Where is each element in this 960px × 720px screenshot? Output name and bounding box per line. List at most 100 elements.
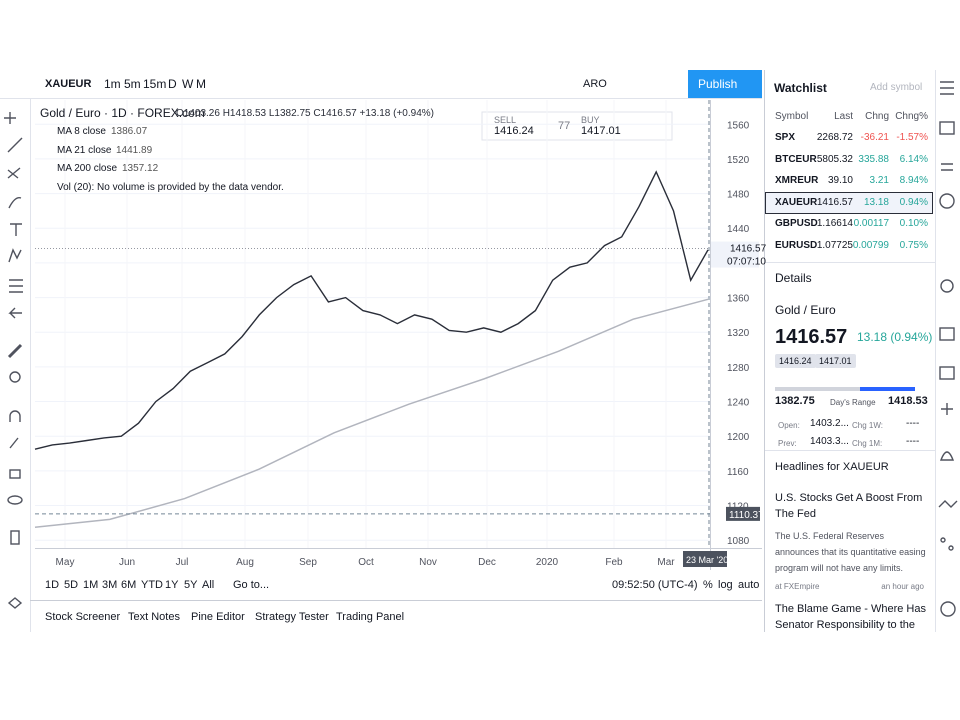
symbol-cell[interactable]: SPX — [775, 132, 796, 143]
y-tick-label: 1160 — [727, 467, 749, 478]
value-cell: 0.10% — [899, 218, 928, 229]
icon[interactable] — [9, 410, 21, 422]
x-tick-label: 2020 — [536, 557, 559, 568]
publish-label[interactable]: Publish — [698, 77, 738, 91]
value-cell: 0.00117 — [853, 218, 889, 229]
goto[interactable]: Go to... — [233, 579, 270, 591]
symbol-cell[interactable]: XMREUR — [775, 175, 819, 186]
icon[interactable] — [939, 327, 955, 341]
x-tick-label: Jun — [119, 557, 135, 568]
x-tick-label: Jul — [176, 557, 189, 568]
icon[interactable] — [938, 500, 958, 508]
icon[interactable] — [941, 403, 953, 415]
headlines-title: Headlines for XAUEUR — [775, 461, 889, 473]
bottom-tab[interactable]: Text Notes — [128, 611, 180, 623]
bid-chip: 1416.24 — [775, 354, 816, 368]
symbol-cell[interactable]: BTCEUR — [775, 153, 817, 165]
bottom-tab[interactable]: Strategy Tester — [255, 611, 329, 623]
x-tick-label: Mar — [657, 557, 675, 568]
y-tick-label: 1560 — [727, 120, 750, 131]
sell-price[interactable]: 1416.24 — [494, 125, 534, 137]
alert-name[interactable]: ARO — [583, 78, 607, 90]
symbol[interactable]: XAUEUR — [45, 78, 92, 90]
symbol-cell[interactable]: EURUSD — [775, 239, 818, 251]
headline-title[interactable]: U.S. Stocks Get A Boost From The Fed — [775, 492, 923, 520]
icon[interactable] — [7, 495, 23, 505]
publish-button[interactable] — [688, 70, 762, 98]
scale-option[interactable]: auto — [738, 579, 760, 591]
icon[interactable] — [940, 537, 946, 543]
icon[interactable] — [939, 451, 955, 461]
value-cell: 2268.72 — [816, 132, 853, 143]
symbol-cell[interactable]: GBPUSD — [775, 218, 818, 229]
chg1m-value: ---- — [906, 436, 920, 447]
icon[interactable] — [940, 81, 954, 95]
value-cell: -1.57% — [896, 132, 928, 143]
icon[interactable] — [7, 137, 23, 153]
range-bar — [775, 387, 915, 391]
icon[interactable] — [8, 248, 22, 263]
value-cell: -36.21 — [860, 132, 889, 143]
buy-label: BUY — [581, 115, 600, 125]
column-header: Chng% — [895, 111, 928, 122]
range-button[interactable]: YTD — [141, 579, 163, 591]
interval[interactable]: 5m — [124, 77, 141, 91]
x-tick-label: Dec — [478, 557, 496, 568]
clock: 09:52:50 (UTC-4) — [612, 579, 698, 591]
study-value: 1357.12 — [122, 163, 159, 174]
range-button[interactable]: 6M — [121, 579, 137, 591]
icon[interactable] — [9, 279, 23, 293]
buy-price[interactable]: 1417.01 — [581, 125, 621, 137]
interval[interactable]: 1m — [104, 77, 121, 91]
chg1w-value: ---- — [906, 418, 920, 429]
interval[interactable]: D — [168, 77, 177, 91]
range-button[interactable]: 3M — [102, 579, 118, 591]
interval[interactable]: W — [182, 77, 194, 91]
scale-option[interactable]: % — [703, 579, 713, 591]
value-cell: 1416.57 — [816, 196, 853, 208]
last-price-label: 1416.57 — [730, 244, 767, 255]
icon[interactable] — [9, 371, 21, 383]
icon[interactable] — [939, 193, 955, 209]
icon[interactable] — [7, 167, 21, 179]
icon[interactable] — [10, 223, 22, 236]
range-label: Day's Range — [830, 398, 876, 407]
icon[interactable] — [8, 197, 22, 209]
x-tick-label: May — [56, 557, 75, 568]
details-title: Details — [775, 271, 812, 285]
range-button[interactable]: 5Y — [184, 579, 198, 591]
study-name: MA 200 close — [57, 163, 118, 174]
selected-row[interactable] — [765, 192, 933, 214]
study-name: MA 21 close — [57, 144, 112, 156]
value-cell: 13.18 — [863, 196, 889, 208]
icon[interactable] — [940, 279, 954, 293]
icon[interactable] — [940, 601, 956, 617]
icon[interactable] — [939, 366, 955, 380]
value-cell: 0.00799 — [852, 239, 889, 251]
icon[interactable] — [7, 343, 23, 359]
range-button[interactable]: 1D — [45, 579, 60, 591]
scale-option[interactable]: log — [718, 579, 733, 591]
bottom-tab[interactable]: Pine Editor — [191, 611, 245, 623]
symbol-cell[interactable]: XAUEUR — [775, 196, 818, 208]
range-button[interactable]: 5D — [64, 579, 79, 591]
icon[interactable] — [7, 597, 23, 609]
add-symbol[interactable]: Add symbol — [870, 82, 923, 93]
range-button[interactable]: 1Y — [165, 579, 179, 591]
icon[interactable] — [10, 530, 20, 545]
icon[interactable] — [9, 469, 21, 479]
range-button[interactable]: 1M — [83, 579, 99, 591]
icon[interactable] — [941, 163, 953, 171]
icon[interactable] — [939, 121, 955, 135]
interval[interactable]: 15m — [143, 77, 167, 91]
headline-title[interactable]: The Blame Game - Where Has Senator Respo… — [775, 603, 926, 631]
interval[interactable]: M — [196, 77, 206, 91]
icon[interactable] — [948, 545, 954, 551]
bottom-tab[interactable]: Stock Screener — [45, 611, 121, 623]
icon[interactable] — [4, 112, 16, 124]
icon[interactable] — [8, 307, 22, 319]
range-button[interactable]: All — [202, 579, 215, 591]
icon[interactable] — [9, 437, 19, 449]
bottom-tab[interactable]: Trading Panel — [336, 611, 405, 623]
